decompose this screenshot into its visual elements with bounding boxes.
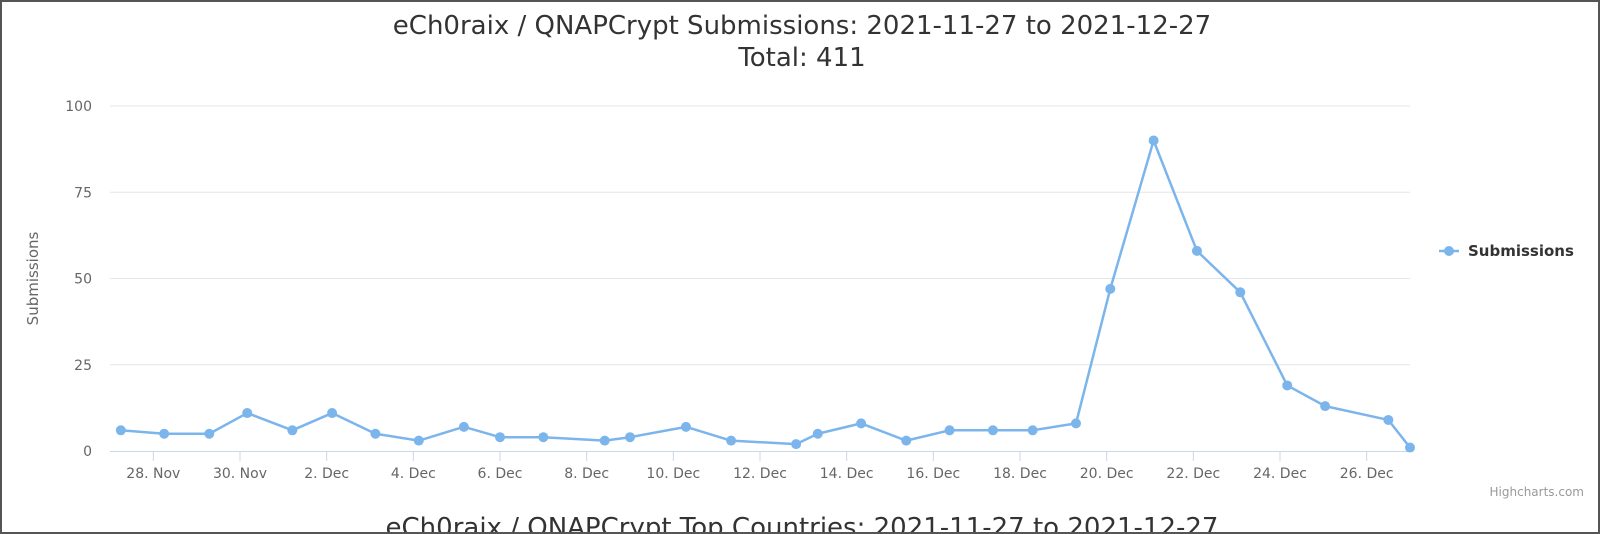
data-point[interactable] [1148,135,1159,146]
series-line [120,139,1411,449]
data-point[interactable] [791,439,802,450]
data-point[interactable] [495,432,505,443]
data-point[interactable] [458,421,469,432]
x-tick-label: 16. Dec [906,466,960,482]
data-point[interactable] [987,425,998,436]
y-axis-ticks: 0 25 50 75 100 [65,99,92,460]
data-point[interactable] [242,408,253,419]
x-tick-label: 4. Dec [391,466,436,482]
x-tick-label: 30. Nov [213,466,267,482]
data-point[interactable] [599,435,610,446]
data-point[interactable] [901,435,912,446]
x-tick-label: 28. Nov [126,466,180,482]
y-tick-label: 0 [83,444,92,460]
x-tick-label: 10. Dec [646,466,700,482]
data-point[interactable] [1405,442,1415,453]
data-point[interactable] [370,428,381,439]
x-tick-label: 6. Dec [478,466,523,482]
data-point[interactable] [1383,414,1394,425]
data-point[interactable] [944,425,955,436]
x-tick-label: 2. Dec [304,466,349,482]
chart-title-block: eCh0raix / QNAPCrypt Submissions: 2021-1… [2,10,1598,74]
data-point[interactable] [1235,287,1246,298]
x-tick-label: 12. Dec [733,466,787,482]
x-tick-label: 8. Dec [564,466,609,482]
x-tick-label: 22. Dec [1166,466,1220,482]
data-point[interactable] [812,428,823,439]
y-tick-label: 75 [74,185,92,201]
data-point[interactable] [1191,245,1202,256]
chart-title: eCh0raix / QNAPCrypt Submissions: 2021-1… [392,11,1212,41]
x-tick-label: 14. Dec [820,466,874,482]
data-point[interactable] [538,432,549,443]
data-point[interactable] [159,428,170,439]
data-point[interactable] [1282,380,1293,391]
data-point[interactable] [413,435,424,446]
legend-marker-icon [1444,246,1454,256]
chart-subtitle: Total: 411 [738,43,866,73]
data-point[interactable] [1027,425,1038,436]
y-axis-label: Submissions [24,232,42,326]
data-point[interactable] [726,435,737,446]
credits-link[interactable]: Highcharts.com [1489,485,1584,499]
x-tick-label: 26. Dec [1340,466,1394,482]
next-chart-title: eCh0raix / QNAPCrypt Top Countries: 2021… [385,513,1219,534]
series-submissions[interactable] [115,135,1415,453]
data-point[interactable] [680,421,691,432]
data-point[interactable] [287,425,298,436]
x-axis: 28. Nov 30. Nov 2. Dec 4. Dec 6. Dec 8. Dec 10… [110,451,1410,482]
data-point[interactable] [1105,283,1116,294]
legend[interactable]: Submissions [1439,242,1574,260]
y-tick-label: 50 [74,272,92,288]
x-tick-label: 24. Dec [1253,466,1307,482]
data-point[interactable] [625,432,635,443]
x-tick-label: 18. Dec [993,466,1047,482]
data-point[interactable] [1070,418,1081,429]
legend-item-label[interactable]: Submissions [1468,242,1574,260]
data-point[interactable] [115,425,126,436]
data-point[interactable] [856,418,867,429]
data-point[interactable] [1320,401,1331,412]
data-point[interactable] [327,408,338,419]
y-tick-label: 25 [74,358,92,374]
data-point[interactable] [204,428,215,439]
grid-lines [110,105,1410,366]
x-tick-label: 20. Dec [1080,466,1134,482]
y-tick-label: 100 [65,99,92,115]
